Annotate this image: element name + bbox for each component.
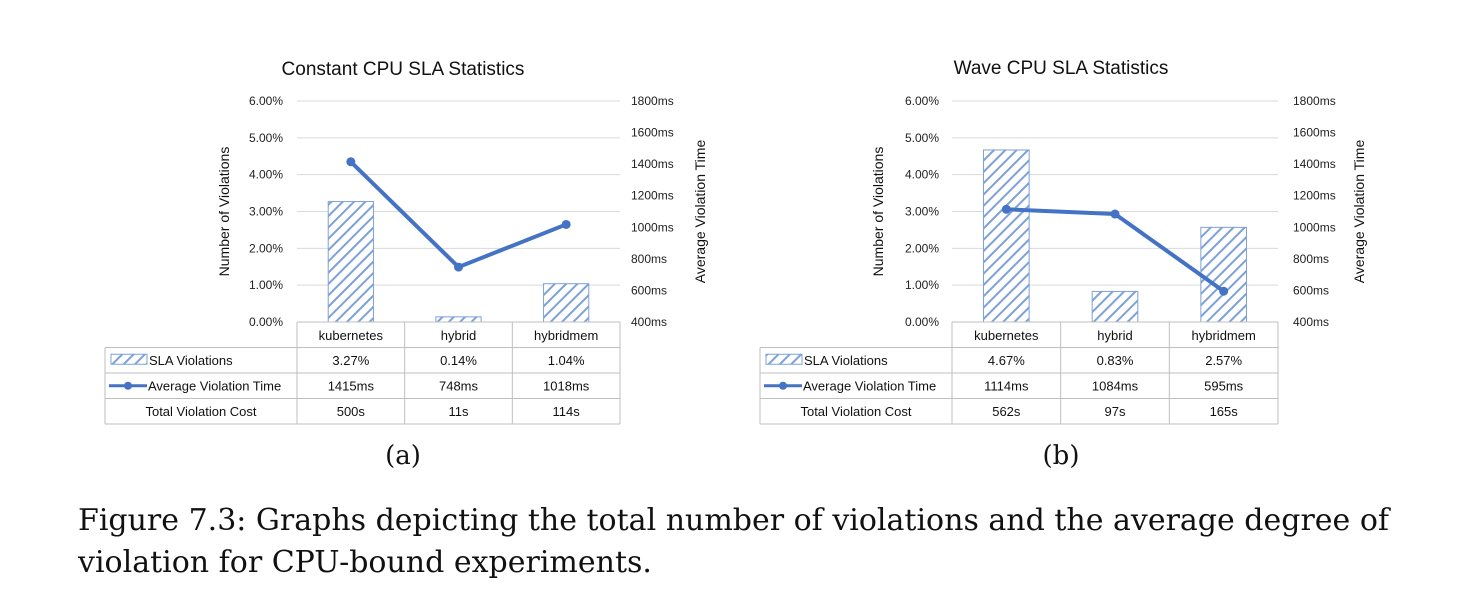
legend-swatch-bar (110, 353, 148, 365)
chart-title: Constant CPU SLA Statistics (282, 59, 525, 80)
panel-label: (a) (385, 441, 421, 471)
y-tick-label: 6.00% (249, 94, 283, 108)
legend-label: Average Violation Time (148, 378, 281, 393)
x-category-label: hybridmem (534, 328, 598, 343)
x-category-label: kubernetes (974, 328, 1039, 343)
y2-tick-label: 1400ms (1293, 157, 1336, 171)
bar-sla-violations (327, 201, 374, 323)
y2-tick-label: 1600ms (1293, 126, 1336, 140)
y2-tick-label: 600ms (631, 283, 667, 297)
line-point (1219, 286, 1229, 296)
figure-caption: Figure 7.3: Graphs depicting the total n… (78, 503, 1390, 580)
x-category-label: hybrid (441, 328, 476, 343)
table-cell-value: 114s (553, 404, 581, 419)
chart-title: Wave CPU SLA Statistics (954, 58, 1169, 79)
y-tick-label: 5.00% (249, 131, 283, 145)
line-average-violation-time (349, 160, 567, 270)
y2-tick-label: 1400ms (631, 157, 674, 171)
legend-swatch-point (124, 381, 132, 390)
table-cell-value: 500s (337, 404, 366, 419)
line-point (1110, 209, 1120, 219)
y-tick-label: 3.00% (905, 205, 939, 219)
y2-axis-label: Average Violation Time (692, 140, 708, 284)
legend-swatch-bar (765, 353, 803, 365)
y-tick-label: 5.00% (905, 131, 939, 145)
table-row-label: Total Violation Cost (800, 404, 911, 419)
line-point (454, 262, 463, 272)
y2-tick-label: 1200ms (631, 189, 674, 203)
line-average-violation-time (1006, 207, 1225, 293)
legend-label: Average Violation Time (803, 378, 936, 393)
bar-sla-violations (983, 149, 1030, 323)
y-axis-label: Number of Violations (216, 147, 232, 277)
panel-label: (b) (1043, 441, 1080, 471)
table-cell-value: 2.57% (1205, 353, 1242, 368)
y-tick-label: 0.00% (905, 315, 939, 329)
x-category-label: hybrid (1097, 328, 1132, 343)
y2-tick-label: 1600ms (631, 126, 674, 140)
table-cell-value: 4.67% (988, 353, 1025, 368)
y2-tick-label: 600ms (1293, 283, 1329, 297)
legend-label: SLA Violations (149, 353, 233, 368)
bar-sla-violations (543, 283, 590, 323)
y2-tick-label: 1000ms (631, 220, 674, 234)
y-tick-label: 2.00% (249, 241, 283, 255)
table-cell-value: 1084ms (1092, 378, 1139, 393)
y-tick-label: 0.00% (249, 315, 283, 329)
table-cell-value: 595ms (1204, 378, 1244, 393)
y-tick-label: 4.00% (905, 168, 939, 182)
y2-tick-label: 1800ms (1293, 94, 1336, 108)
y-axis-label: Number of Violations (870, 147, 886, 277)
y-tick-label: 2.00% (905, 241, 939, 255)
bar-sla-violations (1091, 290, 1139, 323)
y-tick-label: 3.00% (249, 205, 283, 219)
table-cell-value: 1.04% (548, 353, 585, 368)
table-cell-value: 1415ms (328, 378, 375, 393)
y-tick-label: 1.00% (905, 278, 939, 292)
table-cell-value: 11s (449, 404, 469, 419)
table-cell-value: 1018ms (543, 378, 590, 393)
y2-tick-label: 1800ms (631, 94, 674, 108)
table-cell-value: 0.83% (1097, 353, 1134, 368)
line-point (561, 219, 571, 229)
chart-panel-a: Constant CPU SLA Statistics 0.00% 1.00% 2.0… (104, 59, 708, 471)
y2-tick-label: 1000ms (1293, 220, 1336, 234)
legend-label: SLA Violations (804, 353, 888, 368)
y2-tick-label: 800ms (631, 252, 667, 266)
chart-panel-b: Wave CPU SLA Statistics 0.00% 1.00% 2.00% 3.… (759, 58, 1367, 471)
y2-axis-label: Average Violation Time (1351, 140, 1367, 284)
table-cell-value: 0.14% (440, 353, 477, 368)
y-tick-label: 1.00% (249, 278, 283, 292)
bar-sla-violations (435, 316, 482, 323)
y2-tick-label: 400ms (631, 315, 667, 329)
bar-sla-violations (1200, 226, 1247, 323)
table-cell-value: 562s (992, 404, 1021, 419)
y2-tick-label: 1200ms (1293, 189, 1336, 203)
legend-swatch-point (779, 381, 787, 390)
table-cell-value: 1114ms (984, 378, 1029, 393)
table-cell-value: 3.27% (332, 353, 369, 368)
y-tick-label: 6.00% (905, 94, 939, 108)
table-cell-value: 748ms (439, 378, 479, 393)
x-category-label: hybridmem (1192, 328, 1256, 343)
table-cell-value: 165s (1210, 404, 1239, 419)
table-row-label: Total Violation Cost (145, 404, 256, 419)
line-point (1001, 204, 1011, 214)
y-tick-label: 4.00% (249, 168, 283, 182)
table-cell-value: 97s (1105, 404, 1126, 419)
y2-tick-label: 800ms (1293, 252, 1329, 266)
y2-tick-label: 400ms (1293, 315, 1329, 329)
x-category-label: kubernetes (319, 328, 384, 343)
line-point (346, 157, 356, 167)
